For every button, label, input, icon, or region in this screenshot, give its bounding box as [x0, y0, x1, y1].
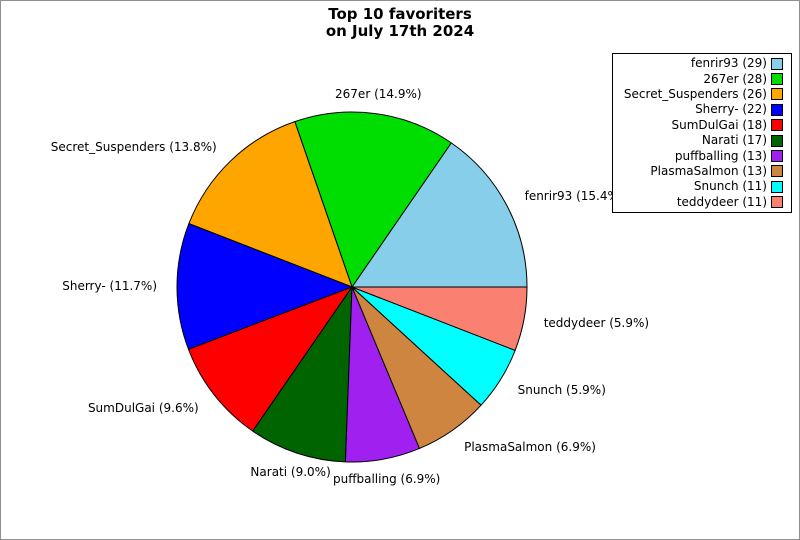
pie-slice-Narati — [252, 286, 353, 463]
pie-label-teddydeer: teddydeer (5.9%) — [543, 315, 650, 330]
pie-label-fenrir93: fenrir93 (15.4%) — [524, 189, 624, 204]
legend-item-teddydeer: teddydeer (11) — [613, 195, 791, 210]
pie-label-puffballing: puffballing (6.9%) — [333, 471, 441, 486]
legend-label: teddydeer (11) — [676, 194, 767, 209]
pie-label-PlasmaSalmon: PlasmaSalmon (6.9%) — [464, 439, 596, 454]
chart-title-line2: on July 17th 2024 — [325, 22, 475, 40]
pie-label-267er: 267er (14.9%) — [335, 86, 422, 101]
legend-label: Sherry- (22) — [695, 102, 767, 117]
legend-label: 267er (28) — [703, 71, 767, 86]
pie-slice-fenrir93 — [351, 142, 528, 288]
legend-swatch — [771, 150, 783, 163]
legend-label: PlasmaSalmon (13) — [650, 163, 767, 178]
legend-swatch — [771, 196, 783, 209]
legend-swatch — [771, 88, 783, 101]
legend-item-PlasmaSalmon: PlasmaSalmon (13) — [613, 164, 791, 179]
legend-swatch — [771, 103, 783, 116]
legend-item-Narati: Narati (17) — [613, 133, 791, 148]
pie-label-Secret_Suspenders: Secret_Suspenders (13.8%) — [50, 139, 217, 154]
legend-label: Snunch (11) — [693, 179, 767, 194]
legend-item-267er: 267er (28) — [613, 72, 791, 87]
legend-item-Snunch: Snunch (11) — [613, 179, 791, 194]
legend-swatch — [771, 134, 783, 147]
legend-box: fenrir93 (29) 267er (28) Secret_Suspenders… — [612, 53, 792, 213]
legend-label: SumDulGai (18) — [671, 117, 767, 132]
pie-slice-Secret_Suspenders — [188, 121, 353, 288]
pie-label-Narati: Narati (9.0%) — [250, 465, 331, 480]
legend-swatch — [771, 119, 783, 132]
pie-label-SumDulGai: SumDulGai (9.6%) — [87, 400, 199, 415]
pie-slice-SumDulGai — [187, 286, 353, 432]
pie-label-Sherry-: Sherry- (11.7%) — [62, 279, 157, 294]
legend-label: Narati (17) — [701, 133, 767, 148]
legend-swatch — [771, 180, 783, 193]
pie-slice-Sherry- — [176, 223, 353, 350]
chart-title-line1: Top 10 favoriters — [328, 5, 472, 23]
legend-item-SumDulGai: SumDulGai (18) — [613, 118, 791, 133]
pie-slice-267er — [294, 111, 452, 288]
legend-item-puffballing: puffballing (13) — [613, 149, 791, 164]
legend-item-Sherry-: Sherry- (22) — [613, 102, 791, 117]
legend-item-Secret_Suspenders: Secret_Suspenders (26) — [613, 87, 791, 102]
legend-swatch — [771, 165, 783, 178]
legend-label: fenrir93 (29) — [690, 56, 767, 71]
chart-title: Top 10 favoriters on July 17th 2024 — [1, 6, 799, 40]
pie-label-Snunch: Snunch (5.9%) — [517, 382, 606, 397]
legend-label: puffballing (13) — [674, 148, 767, 163]
legend-swatch — [771, 57, 783, 70]
pie-slice-teddydeer — [351, 286, 528, 351]
legend-swatch — [771, 73, 783, 86]
legend-label: Secret_Suspenders (26) — [623, 86, 767, 101]
legend-item-fenrir93: fenrir93 (29) — [613, 56, 791, 71]
